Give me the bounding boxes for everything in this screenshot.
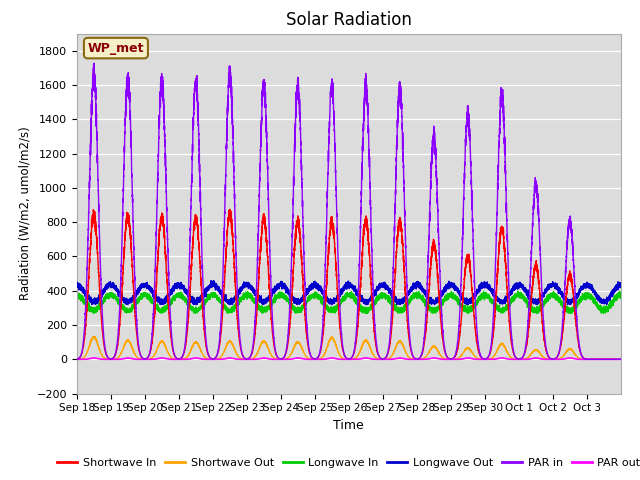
Shortwave In (227, 206, 234, 212)
PAR in (481, 356, 489, 362)
Longwave In (317, 296, 324, 301)
Longwave In (514, 288, 522, 294)
Longwave In (214, 295, 221, 301)
Longwave In (481, 294, 489, 300)
PAR out (92, 355, 100, 361)
Longwave Out (159, 301, 167, 307)
Shortwave In (73, 356, 81, 362)
Shortwave In (583, 357, 591, 362)
Longwave In (240, 293, 248, 299)
Longwave Out (73, 284, 81, 290)
Y-axis label: Radiation (W/m2, umol/m2/s): Radiation (W/m2, umol/m2/s) (18, 127, 31, 300)
Shortwave Out (90, 334, 98, 339)
Shortwave Out (73, 357, 81, 362)
PAR in (240, 355, 248, 360)
PAR in (214, 349, 221, 355)
X-axis label: Time: Time (333, 419, 364, 432)
PAR in (617, 357, 625, 362)
Line: Shortwave In: Shortwave In (77, 209, 621, 360)
Longwave Out (92, 301, 100, 307)
Shortwave In (240, 355, 248, 360)
PAR out (240, 357, 248, 362)
Legend: Shortwave In, Shortwave Out, Longwave In, Longwave Out, PAR in, PAR out: Shortwave In, Shortwave Out, Longwave In… (52, 453, 640, 472)
Shortwave Out (547, 357, 555, 362)
PAR in (317, 343, 324, 349)
Shortwave Out (583, 357, 591, 362)
PAR out (547, 357, 555, 362)
PAR in (73, 356, 81, 362)
Longwave Out (207, 278, 215, 284)
Longwave In (617, 294, 625, 300)
PAR out (214, 357, 221, 362)
Shortwave In (214, 350, 221, 356)
Shortwave In (481, 356, 489, 362)
Line: Longwave Out: Longwave Out (77, 281, 621, 304)
PAR out (617, 357, 625, 362)
Title: Solar Radiation: Solar Radiation (286, 11, 412, 29)
Longwave In (547, 291, 555, 297)
PAR out (481, 357, 489, 362)
Shortwave Out (214, 356, 221, 362)
Longwave Out (240, 283, 248, 289)
PAR out (317, 357, 324, 362)
PAR in (92, 113, 100, 119)
Shortwave In (317, 347, 324, 352)
PAR out (73, 357, 81, 362)
Longwave Out (617, 281, 625, 287)
Line: Shortwave Out: Shortwave Out (77, 336, 621, 360)
PAR in (90, 60, 98, 66)
Text: WP_met: WP_met (88, 42, 144, 55)
Longwave In (92, 304, 100, 310)
Line: PAR in: PAR in (77, 63, 621, 360)
Longwave In (90, 310, 98, 316)
Shortwave Out (317, 355, 324, 361)
Longwave Out (482, 282, 490, 288)
Shortwave Out (240, 356, 248, 362)
Shortwave In (92, 225, 100, 231)
Line: Longwave In: Longwave In (77, 291, 621, 313)
PAR in (547, 356, 555, 362)
Line: PAR out: PAR out (77, 358, 621, 360)
Shortwave Out (481, 357, 489, 362)
Longwave Out (317, 286, 325, 291)
Longwave Out (214, 284, 221, 290)
Longwave In (73, 292, 81, 298)
PAR out (583, 357, 591, 362)
Shortwave Out (617, 357, 625, 362)
PAR out (90, 355, 98, 361)
Shortwave In (617, 357, 625, 362)
Shortwave Out (92, 336, 100, 342)
Shortwave In (547, 356, 555, 362)
Longwave Out (547, 281, 555, 287)
PAR in (583, 357, 591, 362)
